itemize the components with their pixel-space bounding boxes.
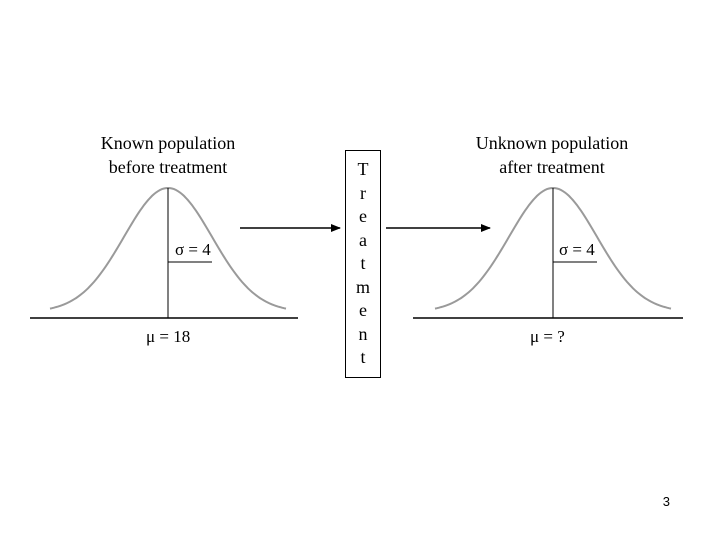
right-title-line2: after treatment [499,157,605,177]
right-mu-label: μ = ? [530,327,565,346]
treatment-letter: r [360,182,366,203]
treatment-letter: a [359,229,367,250]
left-title-line1: Known population [100,133,236,153]
treatment-letter: e [359,300,367,321]
left-panel-title: Known population before treatment [48,131,288,179]
left-mu-label: μ = 18 [146,327,191,346]
treatment-box: T r e a t m e n t [345,150,381,378]
right-sigma-label: σ = 4 [559,240,595,259]
treatment-letter: e [359,206,367,227]
treatment-letter: t [360,253,366,274]
treatment-letter: T [357,159,369,180]
right-panel-title: Unknown population after treatment [432,131,672,179]
treatment-letter: n [358,323,368,344]
left-title-line2: before treatment [108,157,228,177]
left-sigma-label: σ = 4 [175,240,211,259]
treatment-letter: t [360,347,366,368]
treatment-letter: m [355,276,370,297]
page-number: 3 [662,494,670,509]
right-title-line1: Unknown population [475,133,629,153]
